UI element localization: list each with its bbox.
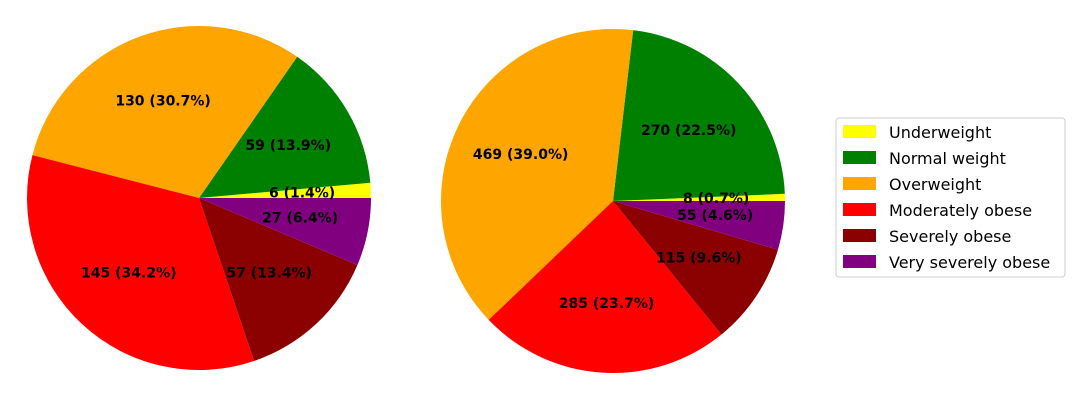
legend-label-very-severely-obese: Very severely obese: [889, 253, 1050, 272]
pie1-label-moderately-obese: 145 (34.2%): [81, 266, 176, 282]
pie1-slice-underweight: [199, 182, 371, 198]
legend-swatch-normal-weight: [843, 151, 876, 164]
pie2-slice-normal-weight: [613, 30, 785, 201]
legend-swatch-very-severely-obese: [843, 255, 876, 268]
legend-frame: [835, 117, 1066, 278]
legend-label-severely-obese: Severely obese: [889, 227, 1011, 246]
pie2-label-overweight: 469 (39.0%): [473, 147, 568, 163]
pie2-slice-moderately-obese: [488, 201, 722, 373]
pie1-slice-normal-weight: [199, 56, 371, 198]
legend-label-normal-weight: Normal weight: [889, 149, 1006, 168]
legend-swatch-underweight: [843, 125, 876, 138]
pie2-label-moderately-obese: 285 (23.7%): [559, 296, 654, 312]
pie-chart-1: 6 (1.4%) 59 (13.9%) 130 (30.7%) 145 (34.2%)…: [27, 25, 371, 371]
legend-label-underweight: Underweight: [889, 123, 991, 142]
pie2-slice-overweight: [441, 29, 634, 320]
legend: Underweight Normal weight Overweight Mod…: [835, 117, 1066, 278]
pie-chart-2: 8 (0.7%) 270 (22.5%) 469 (39.0%) 285 (23.7%…: [441, 29, 785, 373]
pie1-slice-very-severely-obese: [199, 198, 371, 265]
pie1-label-severely-obese: 57 (13.4%): [226, 266, 312, 282]
pie1-label-overweight: 130 (30.7%): [115, 93, 210, 109]
pie1-label-very-severely-obese: 27 (6.4%): [262, 211, 338, 227]
pie2-slice-underweight: [613, 193, 785, 201]
pie1-label-underweight: 6 (1.4%): [269, 185, 335, 201]
pie2-label-severely-obese: 115 (9.6%): [656, 250, 742, 266]
legend-swatch-overweight: [843, 177, 876, 190]
pie2-label-normal-weight: 270 (22.5%): [641, 123, 736, 139]
pie2-slice-very-severely-obese: [613, 201, 785, 250]
legend-label-moderately-obese: Moderately obese: [889, 201, 1032, 220]
pie1-label-normal-weight: 59 (13.9%): [245, 138, 331, 154]
pie1-slice-overweight: [32, 25, 298, 199]
legend-swatch-moderately-obese: [843, 203, 876, 216]
legend-swatch-severely-obese: [843, 229, 876, 242]
legend-label-overweight: Overweight: [889, 175, 981, 194]
pie2-slice-severely-obese: [613, 201, 778, 335]
pie1-slice-moderately-obese: [27, 155, 255, 371]
pie2-label-underweight: 8 (0.7%): [683, 191, 749, 207]
pie1-slice-severely-obese: [199, 198, 358, 361]
pie2-label-very-severely-obese: 55 (4.6%): [677, 208, 753, 224]
